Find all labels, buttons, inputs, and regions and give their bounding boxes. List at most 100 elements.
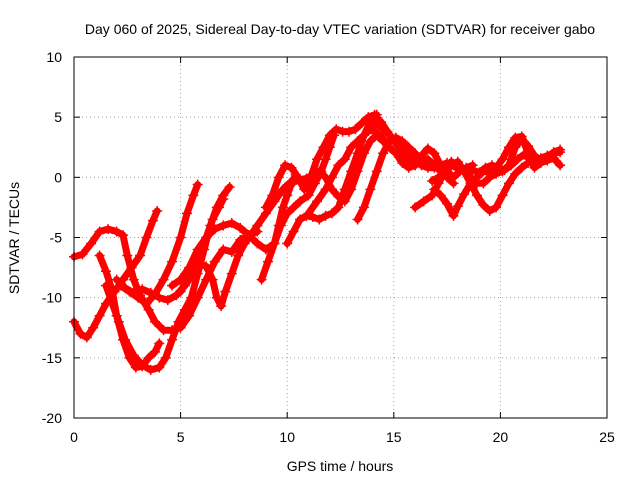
- data-point: [435, 160, 446, 171]
- data-point: [378, 133, 389, 144]
- data-point: [282, 208, 293, 219]
- data-point: [141, 298, 152, 309]
- data-point: [113, 316, 124, 327]
- data-point: [152, 206, 163, 217]
- data-point: [474, 167, 485, 178]
- y-tick-label: 10: [46, 49, 62, 65]
- data-point: [256, 274, 267, 285]
- data-point: [512, 154, 523, 165]
- data-point: [518, 149, 529, 160]
- data-point: [218, 193, 229, 204]
- data-point: [318, 142, 329, 153]
- data-point: [448, 160, 459, 171]
- data-point: [358, 202, 369, 213]
- data-point: [427, 175, 438, 186]
- data-point: [145, 364, 156, 375]
- data-point: [286, 162, 297, 173]
- data-point: [429, 162, 440, 173]
- data-point: [452, 201, 463, 212]
- data-point: [154, 338, 165, 349]
- data-point: [292, 172, 303, 183]
- data-point: [324, 130, 335, 141]
- data-point: [429, 148, 440, 159]
- data-point: [188, 190, 199, 201]
- data-point: [260, 202, 271, 213]
- data-point: [137, 284, 148, 295]
- grid: [74, 57, 607, 418]
- data-point: [542, 150, 553, 161]
- data-point: [209, 256, 220, 267]
- data-point: [339, 154, 350, 165]
- data-point: [352, 214, 363, 225]
- data-point: [130, 362, 141, 373]
- data-point: [128, 350, 139, 361]
- data-point: [439, 166, 450, 177]
- data-point: [120, 334, 131, 345]
- data-point: [459, 189, 470, 200]
- data-point: [363, 112, 374, 123]
- data-point: [346, 142, 357, 153]
- data-point: [288, 226, 299, 237]
- data-point: [461, 167, 472, 178]
- data-point: [88, 322, 99, 333]
- y-tick-label: -15: [42, 350, 62, 366]
- data-point: [275, 220, 286, 231]
- data-point: [216, 301, 227, 312]
- data-point: [150, 316, 161, 327]
- data-point: [143, 352, 154, 363]
- data-point: [224, 181, 235, 192]
- data-point: [333, 191, 344, 202]
- data-point: [320, 210, 331, 221]
- data-point: [128, 287, 139, 298]
- data-point: [516, 162, 527, 173]
- data-point: [137, 360, 148, 371]
- data-point: [416, 160, 427, 171]
- data-point: [280, 160, 291, 171]
- data-point: [493, 162, 504, 173]
- data-point: [497, 154, 508, 165]
- data-point: [107, 298, 118, 309]
- series-layer: [69, 109, 566, 375]
- x-tick-label: 15: [386, 429, 402, 445]
- data-point: [320, 184, 331, 195]
- data-point: [390, 148, 401, 159]
- data-point: [294, 214, 305, 225]
- data-point: [263, 256, 274, 267]
- y-tick-label: 0: [54, 169, 62, 185]
- data-point: [218, 244, 229, 255]
- data-point: [442, 157, 453, 168]
- data-point: [181, 274, 192, 285]
- data-point: [358, 148, 369, 159]
- data-point: [282, 238, 293, 249]
- data-point: [548, 148, 559, 159]
- data-point: [186, 292, 197, 303]
- data-point: [478, 200, 489, 211]
- data-point: [418, 196, 429, 207]
- data-point: [510, 168, 521, 179]
- ticks: 0 5 10 15 20 25 -20 -15 -10 -5 0 5 10: [42, 49, 615, 445]
- data-point: [211, 292, 222, 303]
- data-point: [118, 230, 129, 241]
- data-point: [403, 148, 414, 159]
- data-point: [226, 246, 237, 257]
- data-point: [352, 136, 363, 147]
- data-point: [369, 109, 380, 120]
- data-point: [333, 202, 344, 213]
- data-point: [175, 286, 186, 297]
- y-tick-label: 5: [54, 109, 62, 125]
- data-point: [378, 148, 389, 159]
- data-point: [410, 202, 421, 213]
- data-point: [188, 262, 199, 273]
- data-point: [126, 262, 137, 273]
- data-point: [555, 147, 566, 158]
- data-point: [314, 214, 325, 225]
- data-point: [75, 328, 86, 339]
- x-axis-title: GPS time / hours: [287, 458, 394, 474]
- data-point: [207, 214, 218, 225]
- data-point: [94, 226, 105, 237]
- data-point: [339, 196, 350, 207]
- data-point: [226, 268, 237, 279]
- data-point: [167, 256, 178, 267]
- data-point: [141, 232, 152, 243]
- data-point: [384, 142, 395, 153]
